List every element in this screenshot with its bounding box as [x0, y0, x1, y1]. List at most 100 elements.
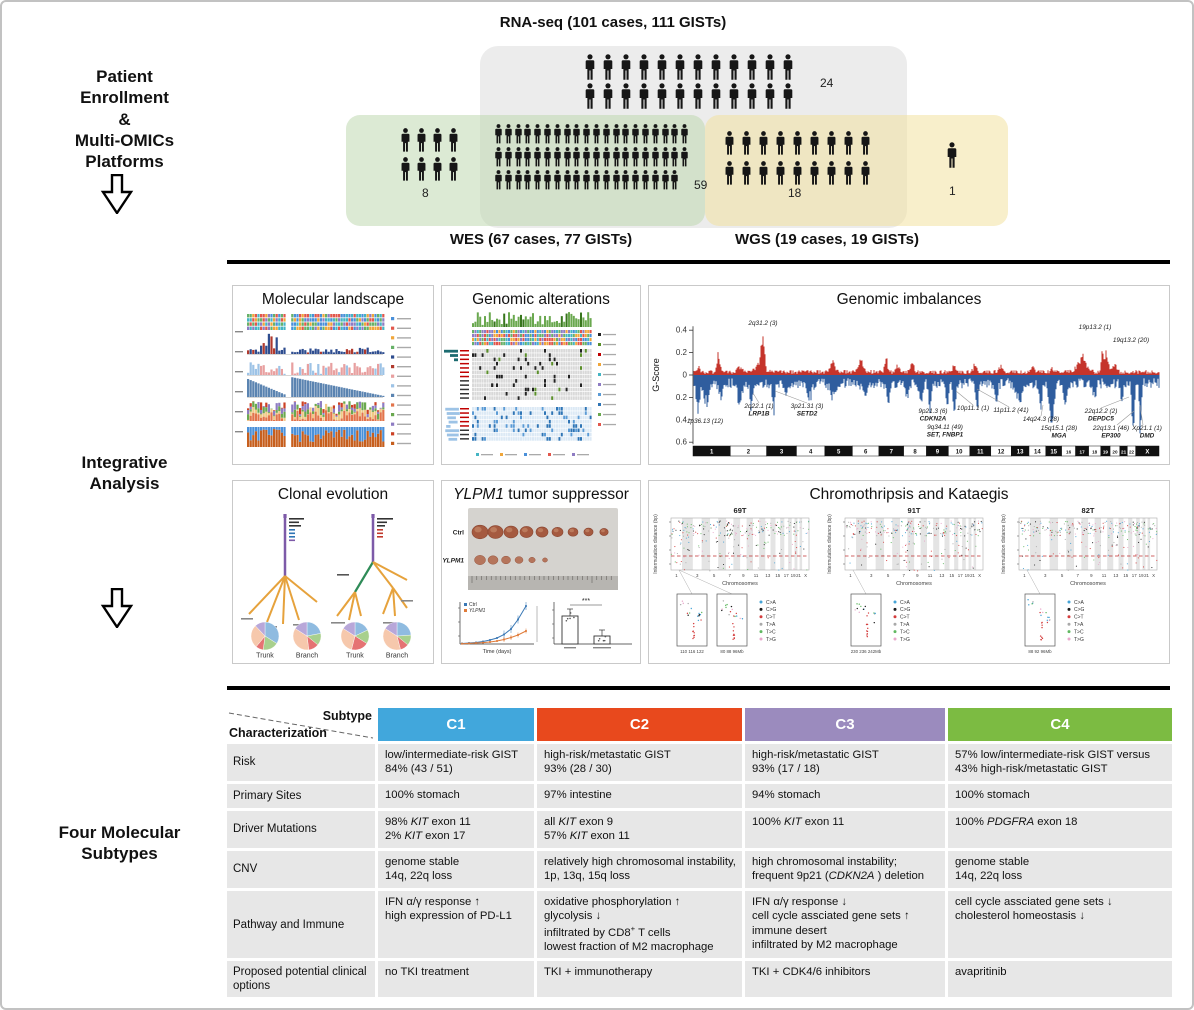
wes-only-patients [400, 128, 459, 186]
person-icon [692, 83, 704, 109]
person-icon [602, 170, 611, 190]
person-icon [572, 170, 581, 190]
person-icon [582, 147, 591, 167]
svg-text:Ctrl: Ctrl [469, 602, 477, 608]
person-icon [400, 128, 411, 152]
person-icon [651, 147, 660, 167]
svg-text:10p11.1 (1): 10p11.1 (1) [957, 405, 989, 412]
person-icon [523, 147, 532, 167]
svg-text:YLPM1: YLPM1 [442, 558, 464, 565]
person-icon [523, 170, 532, 190]
person-icon [448, 128, 459, 152]
svg-text:21: 21 [796, 573, 801, 578]
person-icon [782, 83, 794, 109]
corner-label-characterization: Characterization [229, 726, 327, 740]
svg-text:Branch: Branch [386, 653, 408, 660]
svg-text:C>T: C>T [1074, 615, 1084, 621]
svg-text:3: 3 [780, 450, 784, 456]
svg-text:G-Score: G-Score [651, 358, 661, 392]
person-icon [728, 54, 740, 80]
svg-text:0: 0 [683, 371, 688, 380]
column-header-c2: C2 [537, 708, 742, 741]
svg-text:SET, FNBP1: SET, FNBP1 [927, 432, 964, 439]
person-icon [602, 124, 611, 144]
svg-text:19: 19 [1139, 573, 1144, 578]
person-icon [674, 54, 686, 80]
svg-text:1: 1 [1023, 573, 1026, 578]
down-arrow-icon [100, 174, 134, 214]
svg-text:Branch: Branch [296, 653, 318, 660]
svg-text:11: 11 [754, 573, 759, 578]
person-icon [670, 147, 679, 167]
svg-text:T>G: T>G [1074, 637, 1084, 643]
person-icon [809, 131, 820, 155]
person-icon [504, 170, 513, 190]
person-icon [670, 124, 679, 144]
count-wes-rna: 59 [694, 178, 708, 192]
svg-text:T>C: T>C [1074, 629, 1084, 635]
svg-text:LRP1B: LRP1B [749, 411, 770, 418]
panel-title: Molecular landscape [261, 291, 405, 308]
svg-text:C>G: C>G [1074, 607, 1085, 613]
svg-text:22q12.2 (2): 22q12.2 (2) [1084, 408, 1118, 415]
label-line: Multi-OMICs [74, 130, 175, 150]
svg-text:1p36.13 (12): 1p36.13 (12) [687, 418, 723, 425]
person-icon [592, 147, 601, 167]
panel-chromothripsis: Chromothripsis and Kataegis 69T Intermuta… [648, 480, 1170, 664]
table-cell: 57% low/intermediate-risk GIST versus 43%… [948, 744, 1172, 781]
svg-text:C>A: C>A [900, 600, 911, 606]
wes-label: WES (67 cases, 77 GISTs) [449, 231, 633, 248]
person-icon [494, 124, 503, 144]
person-icon [563, 170, 572, 190]
svg-text:8: 8 [913, 450, 917, 456]
svg-text:5: 5 [713, 573, 716, 578]
svg-text:16: 16 [1066, 450, 1072, 455]
count-rna-only: 24 [820, 76, 834, 90]
table-cell: 98% KIT exon 11 2% KIT exon 17 [378, 810, 534, 848]
panel-title: YLPM1 tumor suppressor [453, 486, 629, 503]
person-icon [656, 54, 668, 80]
person-icon [792, 131, 803, 155]
person-icon [631, 147, 640, 167]
rna-only-patients [584, 54, 794, 112]
person-icon [494, 170, 503, 190]
svg-text:7: 7 [902, 573, 905, 578]
svg-text:T>C: T>C [766, 629, 776, 635]
person-icon [670, 170, 679, 190]
svg-text:T>A: T>A [766, 622, 776, 628]
svg-text:5: 5 [837, 450, 841, 456]
svg-text:9: 9 [1090, 573, 1093, 578]
down-arrow-icon [100, 588, 134, 628]
svg-text:C>T: C>T [900, 615, 910, 621]
person-icon [533, 124, 542, 144]
svg-text:0.2: 0.2 [676, 348, 688, 357]
svg-text:T>G: T>G [766, 637, 776, 643]
count-wgs-rna: 18 [788, 186, 802, 200]
svg-text:Intermutation distance (bp): Intermutation distance (bp) [1001, 514, 1007, 574]
person-icon [641, 124, 650, 144]
svg-text:T>C: T>C [900, 629, 910, 635]
svg-text:2: 2 [747, 450, 751, 456]
person-icon [638, 54, 650, 80]
svg-text:0.4: 0.4 [676, 415, 688, 424]
svg-text:T>A: T>A [1074, 622, 1084, 628]
molecular-landscape-thumbnail [235, 314, 411, 447]
person-icon [514, 147, 523, 167]
svg-text:C>A: C>A [1074, 600, 1085, 606]
column-header-c4: C4 [948, 708, 1172, 741]
person-icon [448, 157, 459, 181]
svg-text:11: 11 [928, 573, 933, 578]
person-icon [674, 83, 686, 109]
svg-text:CDKN2A: CDKN2A [920, 416, 947, 423]
svg-text:X: X [978, 573, 981, 578]
person-icon [602, 54, 614, 80]
svg-text:Chromosomes: Chromosomes [896, 581, 932, 587]
genomic-alterations-thumbnail [444, 312, 616, 456]
panel-title: Chromothripsis and Kataegis [809, 486, 1009, 503]
table-cell: TKI + immunotherapy [537, 961, 742, 998]
person-icon [523, 124, 532, 144]
person-icon [631, 170, 640, 190]
svg-text:Trunk: Trunk [346, 653, 364, 660]
label-line: Enrollment [80, 88, 169, 108]
